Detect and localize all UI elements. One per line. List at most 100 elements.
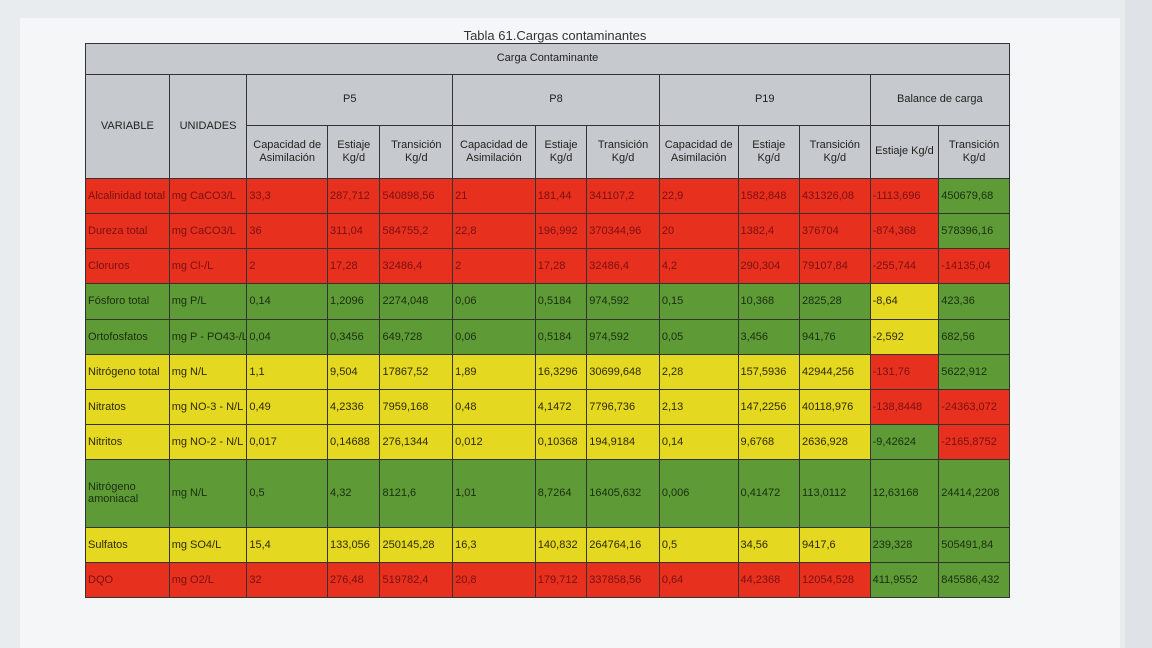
value-cell: 20,8 <box>452 561 536 599</box>
value-cell: 431326,08 <box>799 177 871 215</box>
value-cell: 0,06 <box>452 318 536 355</box>
unit-cell: mg N/L <box>168 353 248 390</box>
value-cell: 3,456 <box>737 318 801 355</box>
variable-cell: Nitritos <box>85 423 170 461</box>
value-cell: 376704 <box>799 213 871 250</box>
value-cell: 4,1472 <box>534 388 588 425</box>
header-sub-estiaje: Estiaje Kg/d <box>534 125 588 179</box>
value-cell: 10,368 <box>737 283 801 320</box>
unit-cell: mg O2/L <box>168 561 248 599</box>
value-cell: 9,6768 <box>737 423 801 461</box>
value-cell: 179,712 <box>534 561 588 599</box>
value-cell: 24414,2208 <box>938 459 1010 528</box>
table-row: DQO mg O2/L 32 276,48 519782,4 20,8 179,712 337… <box>85 561 1010 599</box>
value-cell: 845586,432 <box>938 561 1010 599</box>
value-cell: -255,744 <box>869 248 940 285</box>
value-cell: -131,76 <box>869 353 940 390</box>
value-cell: 411,9552 <box>869 561 940 599</box>
value-cell: 7796,736 <box>586 388 660 425</box>
value-cell: 16,3296 <box>534 353 588 390</box>
value-cell: -874,368 <box>869 213 940 250</box>
variable-cell: Nitrógeno total <box>85 353 170 390</box>
value-cell: 0,10368 <box>534 423 588 461</box>
value-cell: 250145,28 <box>379 526 454 563</box>
value-cell: 34,56 <box>737 526 801 563</box>
value-cell: 540898,56 <box>379 177 454 215</box>
value-cell: 22,9 <box>658 177 739 215</box>
value-cell: 0,017 <box>246 423 329 461</box>
value-cell: 974,592 <box>586 283 660 320</box>
header-sub-estiaje: Estiaje Kg/d <box>869 125 940 179</box>
variable-cell: Ortofosfatos <box>85 318 170 355</box>
value-cell: 0,5184 <box>534 318 588 355</box>
variable-cell: Fósforo total <box>85 283 170 320</box>
header-carga-contaminante: Carga Contaminante <box>85 43 1010 75</box>
value-cell: 1,1 <box>246 353 329 390</box>
value-cell: 113,0112 <box>799 459 871 528</box>
value-cell: 0,41472 <box>737 459 801 528</box>
header-unidades: UNIDADES <box>168 74 248 179</box>
header-group-p8: P8 <box>452 74 660 126</box>
header-sub-transicion: Transición Kg/d <box>938 125 1010 179</box>
value-cell: -138,8448 <box>869 388 940 425</box>
unit-cell: mg CaCO3/L <box>168 213 248 250</box>
value-cell: 8,7264 <box>534 459 588 528</box>
value-cell: 0,14688 <box>327 423 381 461</box>
value-cell: 194,9184 <box>586 423 660 461</box>
variable-cell: Sulfatos <box>85 526 170 563</box>
value-cell: 15,4 <box>246 526 329 563</box>
table-row: Nitratos mg NO-3 - N/L 0,49 4,2336 7959,168 0… <box>85 388 1010 425</box>
variable-cell: Dureza total <box>85 213 170 250</box>
value-cell: 0,5184 <box>534 283 588 320</box>
value-cell: 1,89 <box>452 353 536 390</box>
value-cell: 519782,4 <box>379 561 454 599</box>
value-cell: 42944,256 <box>799 353 871 390</box>
value-cell: 5622,912 <box>938 353 1010 390</box>
value-cell: 0,05 <box>658 318 739 355</box>
value-cell: 140,832 <box>534 526 588 563</box>
value-cell: 0,15 <box>658 283 739 320</box>
value-cell: -8,64 <box>869 283 940 320</box>
value-cell: 196,992 <box>534 213 588 250</box>
table-row: Ortofosfatos mg P - PO43-/L 0,04 0,3456 649,… <box>85 318 1010 355</box>
value-cell: 9417,6 <box>799 526 871 563</box>
value-cell: 8121,6 <box>379 459 454 528</box>
value-cell: 2,13 <box>658 388 739 425</box>
value-cell: -24363,072 <box>938 388 1010 425</box>
pollutant-load-table: Carga Contaminante VARIABLE UNIDADES P5 … <box>85 43 1011 599</box>
value-cell: 21 <box>452 177 536 215</box>
unit-cell: mg Cl-/L <box>168 248 248 285</box>
unit-cell: mg NO-3 - N/L <box>168 388 248 425</box>
value-cell: 44,2368 <box>737 561 801 599</box>
header-variable: VARIABLE <box>85 74 170 179</box>
value-cell: 584755,2 <box>379 213 454 250</box>
value-cell: 0,49 <box>246 388 329 425</box>
table-caption: Tabla 61.Cargas contaminantes <box>463 28 647 43</box>
value-cell: 133,056 <box>327 526 381 563</box>
value-cell: 9,504 <box>327 353 381 390</box>
value-cell: 17,28 <box>534 248 588 285</box>
header-sub-transicion: Transición Kg/d <box>379 125 454 179</box>
value-cell: 2,28 <box>658 353 739 390</box>
value-cell: 2 <box>246 248 329 285</box>
value-cell: 12,63168 <box>869 459 940 528</box>
table-row: Sulfatos mg SO4/L 15,4 133,056 250145,28 16,3… <box>85 526 1010 563</box>
variable-cell: Nitrógeno amoniacal <box>85 459 170 528</box>
header-sub-capacidad: Capacidad de Asimilación <box>246 125 329 179</box>
unit-cell: mg P/L <box>168 283 248 320</box>
value-cell: 450679,68 <box>938 177 1010 215</box>
table-row: Dureza total mg CaCO3/L 36 311,04 584755,2 22… <box>85 213 1010 250</box>
value-cell: 1582,848 <box>737 177 801 215</box>
unit-cell: mg P - PO43-/L <box>168 318 248 355</box>
value-cell: 0,006 <box>658 459 739 528</box>
value-cell: 276,48 <box>327 561 381 599</box>
header-group-balance: Balance de carga <box>869 74 1011 126</box>
value-cell: 2 <box>452 248 536 285</box>
header-sub-capacidad: Capacidad de Asimilación <box>658 125 739 179</box>
value-cell: 22,8 <box>452 213 536 250</box>
value-cell: 20 <box>658 213 739 250</box>
value-cell: 0,3456 <box>327 318 381 355</box>
value-cell: -2165,8752 <box>938 423 1010 461</box>
page-edge-shadow <box>1125 0 1152 648</box>
unit-cell: mg SO4/L <box>168 526 248 563</box>
